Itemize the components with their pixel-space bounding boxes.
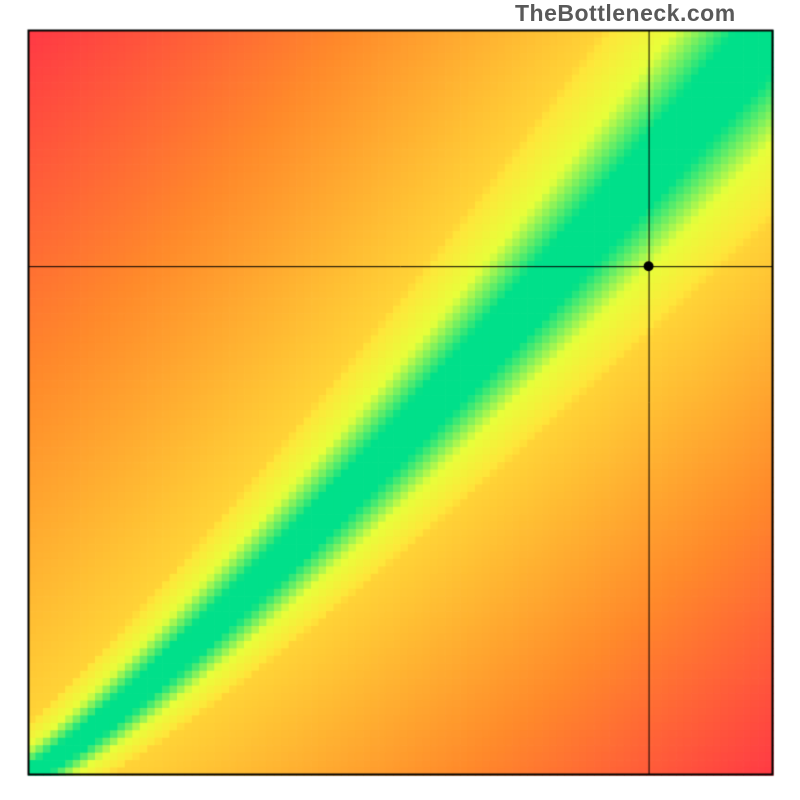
watermark-text: TheBottleneck.com — [515, 0, 736, 27]
bottleneck-heatmap — [0, 0, 800, 800]
chart-container: TheBottleneck.com — [0, 0, 800, 800]
